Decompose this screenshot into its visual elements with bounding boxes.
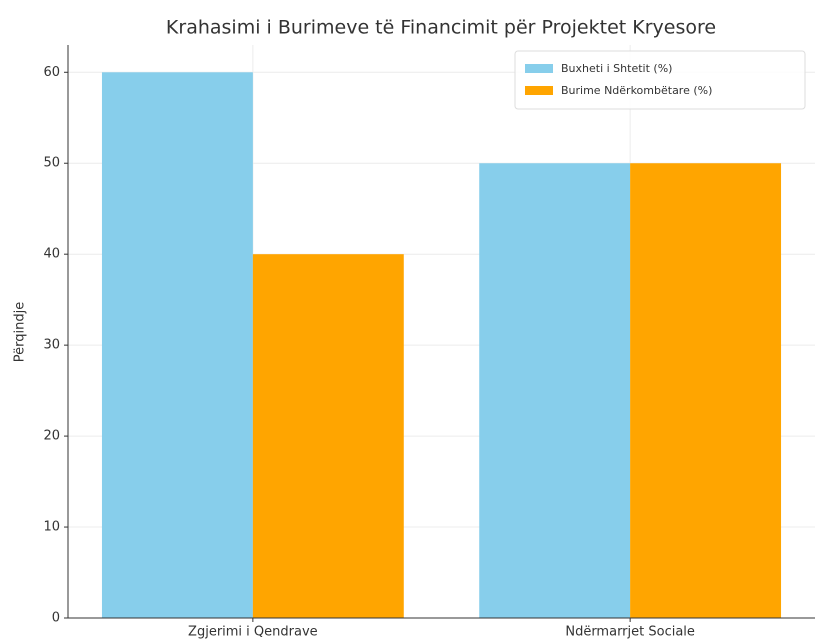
bar [252,254,404,618]
legend-swatch [525,86,553,95]
y-tick-label: 0 [52,611,60,626]
bar [630,163,782,618]
x-tick-label: Ndërmarrjet Sociale [565,625,695,640]
legend-label: Burime Ndërkombëtare (%) [561,84,712,97]
bar [479,163,631,618]
bar [101,72,253,619]
x-tick-label: Zgjerimi i Qendrave [188,625,318,640]
y-tick-label: 10 [43,520,60,535]
y-tick-label: 20 [43,429,60,444]
y-tick-label: 50 [43,156,60,171]
y-axis-label: Përqindje [13,302,28,362]
legend-box [514,50,806,110]
chart-title: Krahasimi i Burimeve të Financimit për P… [166,17,716,39]
y-tick-label: 30 [43,338,60,353]
y-tick-label: 60 [43,65,60,80]
legend-swatch [525,64,553,73]
legend-label: Buxheti i Shtetit (%) [561,62,672,75]
y-tick-label: 40 [43,247,60,262]
